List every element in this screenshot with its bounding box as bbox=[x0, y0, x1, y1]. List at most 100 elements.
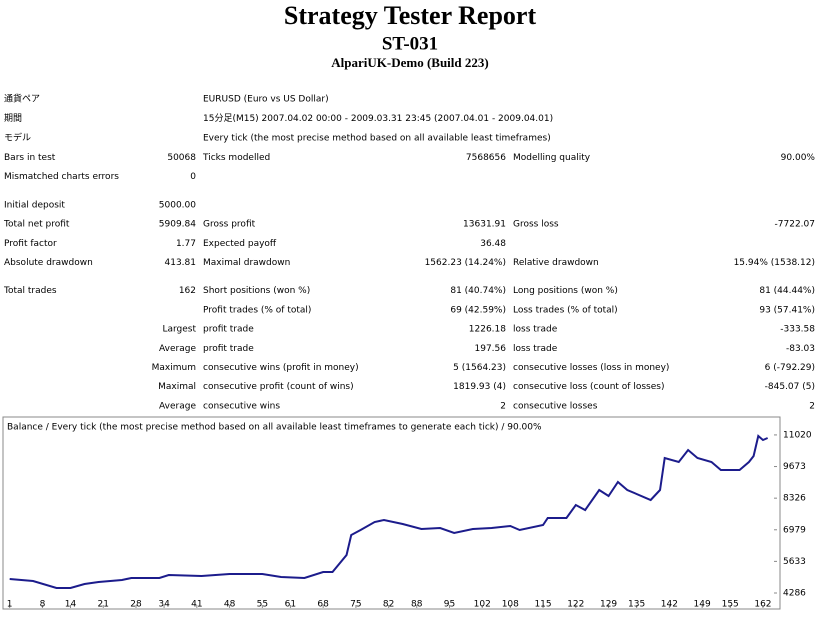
cell: Loss trades (% of total) bbox=[513, 305, 618, 315]
cell: profit trade bbox=[203, 325, 254, 335]
cell: Maximal bbox=[158, 382, 196, 392]
cell: 0 bbox=[190, 172, 196, 182]
y-tick-label: 6979 bbox=[783, 525, 806, 535]
server: AlpariUK-Demo (Build 223) bbox=[331, 55, 488, 70]
y-tick-label: 8326 bbox=[783, 494, 806, 504]
x-tick-label: 108 bbox=[502, 600, 519, 610]
x-tick-label: 102 bbox=[474, 600, 491, 610]
cell: Maximum bbox=[152, 363, 196, 373]
cell: Initial deposit bbox=[4, 200, 65, 210]
x-tick-label: 68 bbox=[317, 600, 329, 610]
cell: 81 (44.44%) bbox=[759, 286, 815, 296]
cell: 1226.18 bbox=[469, 325, 506, 335]
x-tick-label: 21 bbox=[98, 600, 109, 610]
cell: 5909.84 bbox=[159, 220, 196, 230]
cell: 5000.00 bbox=[159, 200, 196, 210]
cell: Profit trades (% of total) bbox=[203, 305, 311, 315]
cell: 1819.93 (4) bbox=[453, 382, 506, 392]
x-tick-label: 95 bbox=[444, 600, 455, 610]
subtitle: ST-031 bbox=[382, 33, 438, 54]
title: Strategy Tester Report bbox=[284, 1, 537, 30]
cell: Gross loss bbox=[513, 220, 559, 230]
cell: Short positions (won %) bbox=[203, 286, 310, 296]
cell: Average bbox=[159, 344, 196, 354]
cell: 13631.91 bbox=[463, 220, 506, 230]
cell: Profit factor bbox=[4, 239, 57, 249]
cell: Modelling quality bbox=[513, 153, 591, 163]
x-tick-label: 14 bbox=[65, 600, 77, 610]
y-tick-label: 5633 bbox=[783, 557, 806, 567]
cell: 2 bbox=[500, 401, 506, 411]
cell: 15.94% (1538.12) bbox=[734, 258, 815, 268]
cell: Mismatched charts errors bbox=[4, 172, 119, 182]
x-tick-label: 28 bbox=[130, 600, 142, 610]
row-label: 通貨ペア bbox=[4, 93, 40, 105]
cell: -83.03 bbox=[786, 344, 815, 354]
row-label: モデル bbox=[4, 132, 31, 144]
x-tick-label: 1 bbox=[7, 600, 13, 610]
cell: 81 (40.74%) bbox=[450, 286, 506, 296]
cell: 90.00% bbox=[781, 153, 816, 163]
cell: Total net profit bbox=[3, 220, 70, 230]
cell: 93 (57.41%) bbox=[759, 305, 815, 315]
cell: Bars in test bbox=[4, 153, 56, 163]
cell: Maximal drawdown bbox=[203, 258, 290, 268]
x-tick-label: 88 bbox=[411, 600, 423, 610]
cell: Expected payoff bbox=[203, 239, 277, 249]
cell: loss trade bbox=[513, 325, 558, 335]
x-tick-label: 129 bbox=[600, 600, 617, 610]
cell: 50068 bbox=[167, 153, 196, 163]
balance-line bbox=[9, 434, 769, 589]
x-tick-label: 34 bbox=[158, 600, 170, 610]
x-tick-label: 142 bbox=[661, 600, 678, 610]
y-tick-label: 9673 bbox=[783, 462, 806, 472]
cell: Relative drawdown bbox=[513, 258, 599, 268]
row-label: 期間 bbox=[4, 113, 22, 124]
cell: 2 bbox=[809, 401, 815, 411]
cell: consecutive losses bbox=[513, 401, 598, 411]
x-tick-label: 75 bbox=[350, 600, 361, 610]
cell: Ticks modelled bbox=[202, 153, 270, 163]
row-value: 15分足(M15) 2007.04.02 00:00 - 2009.03.31 … bbox=[203, 113, 553, 124]
cell: 162 bbox=[179, 286, 196, 296]
cell: -7722.07 bbox=[775, 220, 815, 230]
cell: consecutive wins bbox=[203, 401, 280, 411]
x-tick-label: 8 bbox=[40, 600, 46, 610]
cell: consecutive losses (loss in money) bbox=[513, 363, 669, 373]
cell: 413.81 bbox=[165, 258, 197, 268]
x-tick-label: 61 bbox=[285, 600, 296, 610]
x-tick-label: 149 bbox=[694, 600, 711, 610]
cell: profit trade bbox=[203, 344, 254, 354]
cell: Long positions (won %) bbox=[513, 286, 618, 296]
cell: consecutive profit (count of wins) bbox=[203, 382, 354, 392]
x-tick-label: 55 bbox=[257, 600, 268, 610]
cell: Absolute drawdown bbox=[4, 258, 93, 268]
x-tick-label: 122 bbox=[567, 600, 584, 610]
x-tick-label: 41 bbox=[191, 600, 202, 610]
x-tick-label: 155 bbox=[722, 600, 739, 610]
cell: loss trade bbox=[513, 344, 558, 354]
y-tick-label: 11020 bbox=[783, 430, 812, 440]
x-tick-label: 82 bbox=[383, 600, 394, 610]
cell: Largest bbox=[162, 325, 196, 335]
cell: 69 (42.59%) bbox=[450, 305, 506, 315]
chart-title: Balance / Every tick (the most precise m… bbox=[7, 423, 542, 433]
cell: Average bbox=[159, 401, 196, 411]
cell: 5 (1564.23) bbox=[453, 363, 506, 373]
cell: Gross profit bbox=[203, 220, 256, 230]
y-tick-label: 4286 bbox=[783, 589, 806, 599]
cell: -333.58 bbox=[780, 325, 815, 335]
x-tick-label: 48 bbox=[224, 600, 236, 610]
x-tick-label: 162 bbox=[754, 600, 771, 610]
cell: 1.77 bbox=[176, 239, 196, 249]
x-tick-label: 115 bbox=[534, 600, 551, 610]
cell: consecutive loss (count of losses) bbox=[513, 382, 664, 392]
cell: 197.56 bbox=[475, 344, 507, 354]
cell: 36.48 bbox=[480, 239, 506, 249]
x-tick-label: 135 bbox=[628, 600, 645, 610]
cell: 1562.23 (14.24%) bbox=[425, 258, 506, 268]
cell: -845.07 (5) bbox=[765, 382, 815, 392]
cell: 7568656 bbox=[466, 153, 506, 163]
